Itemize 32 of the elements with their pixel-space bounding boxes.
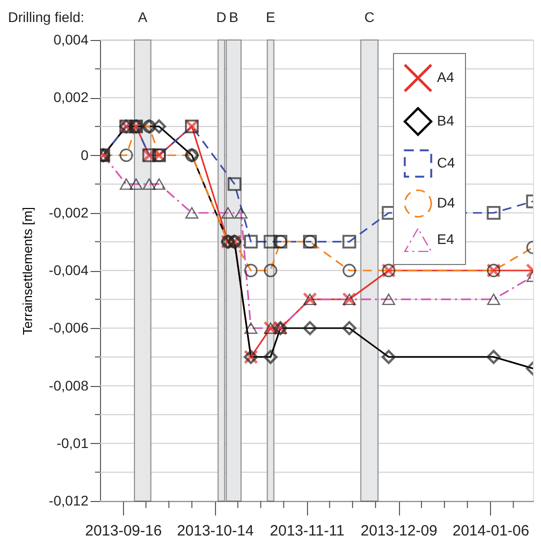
y-axis-title: Terrainsettlements [m] [20, 207, 35, 335]
point [302, 321, 317, 336]
band-label: D [216, 9, 226, 25]
legend-label: D4 [437, 194, 456, 210]
y-tick-label: 0,002 [53, 89, 89, 106]
legend-label: B4 [437, 112, 454, 128]
legend-label: E4 [437, 231, 454, 247]
y-tick-label: -0,012 [48, 492, 89, 508]
x-tick-label: 2013-09-16 [85, 522, 162, 540]
y-tick-label: 0,004 [53, 32, 89, 48]
y-tick-label: -0,006 [48, 320, 89, 336]
x-tick-label: 2013-11-11 [270, 522, 344, 540]
point [486, 350, 501, 364]
x-tick-label: 2013-12-09 [360, 522, 438, 540]
y-tick-label: -0,002 [48, 204, 89, 220]
y-tick-label: 0 [80, 146, 89, 163]
band-label: E [266, 9, 276, 25]
y-tick-label: -0,01 [56, 434, 89, 451]
band-label: A [138, 9, 148, 25]
legend-label: C4 [437, 154, 456, 170]
point [382, 350, 396, 364]
text: Drilling field: [8, 9, 84, 25]
x-tick-label: 2013-10-14 [176, 522, 254, 540]
y-tick-label: -0,008 [48, 377, 89, 394]
band-label: C [364, 9, 374, 25]
band-label: B [229, 9, 238, 25]
point [152, 119, 166, 134]
x-tick-label: 2014-01-06 [452, 522, 530, 540]
y-tick-label: -0,004 [48, 262, 89, 278]
point [264, 350, 278, 364]
legend-label: A4 [437, 69, 454, 85]
point [342, 321, 356, 336]
